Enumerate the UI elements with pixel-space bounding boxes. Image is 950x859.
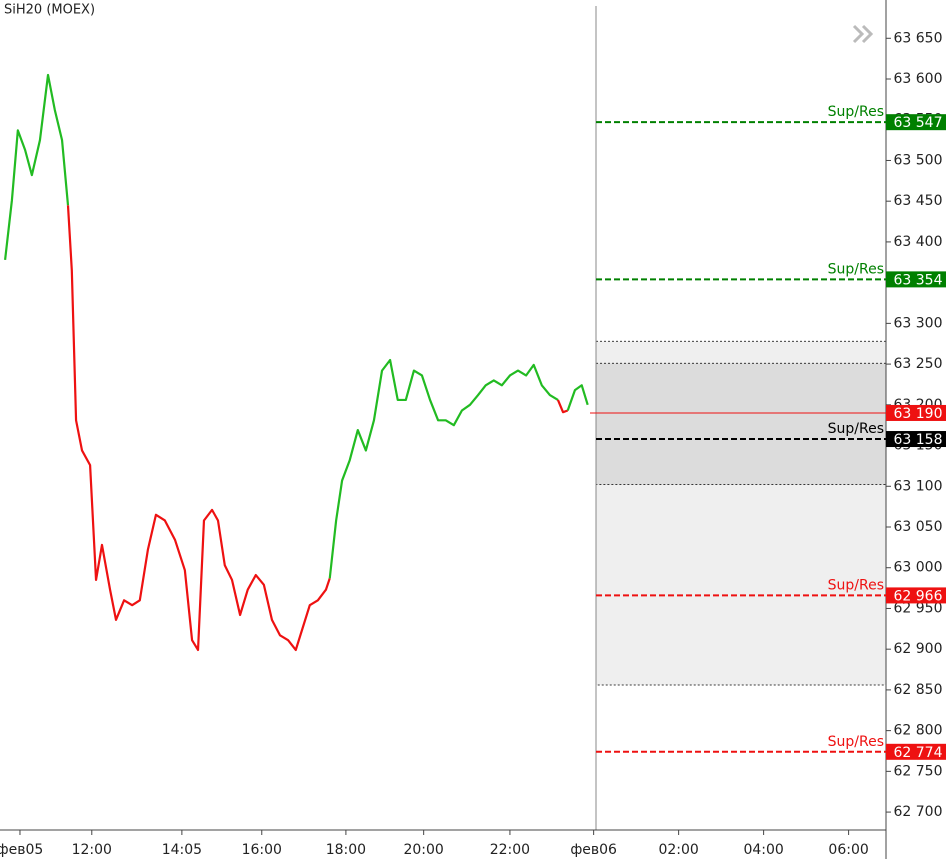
- price-tag-label: 63 547: [894, 115, 943, 131]
- x-tick-label: 18:00: [326, 842, 366, 858]
- y-tick-label: 62 850: [894, 682, 943, 698]
- zones: [595, 340, 887, 686]
- y-tick-label: 62 950: [894, 600, 943, 616]
- price-line: [556, 399, 569, 414]
- x-tick-label: 06:00: [828, 842, 868, 858]
- price-tag: [886, 431, 946, 448]
- x-tick-label: 20:00: [403, 842, 443, 858]
- y-tick-label: 63 300: [894, 315, 943, 331]
- level-label: Sup/Res: [828, 734, 884, 750]
- y-tick-label: 63 000: [894, 560, 943, 576]
- price-tag: [886, 587, 946, 604]
- scroll-icon[interactable]: [852, 24, 874, 44]
- price-line: [566, 384, 589, 411]
- price-tag-label: 63 354: [894, 272, 943, 288]
- level-label: Sup/Res: [828, 421, 884, 437]
- y-tick-label: 63 100: [894, 478, 943, 494]
- x-tick-label: 02:00: [658, 842, 698, 858]
- price-tag-label: 63 158: [894, 432, 943, 448]
- y-tick-label: 63 400: [894, 234, 943, 250]
- y-tick-label: 62 700: [894, 804, 943, 820]
- x-tick-label: 12:00: [72, 842, 112, 858]
- price-tag-label: 63 190: [894, 406, 943, 422]
- y-tick-label: 63 450: [894, 193, 943, 209]
- price-tag: [886, 743, 946, 760]
- chart-title: SiH20 (MOEX): [4, 3, 95, 18]
- y-tick-label: 62 800: [894, 723, 943, 739]
- x-tick-label: фев06: [570, 842, 617, 858]
- price-tag: [886, 114, 946, 131]
- zone: [595, 362, 887, 486]
- x-tick-label: 16:00: [242, 842, 282, 858]
- y-tick-label: 62 750: [894, 763, 943, 779]
- x-tick-label: 22:00: [490, 842, 530, 858]
- price-tag-label: 62 966: [894, 588, 943, 604]
- price-tag-label: 62 774: [894, 745, 943, 761]
- y-tick-label: 63 500: [894, 152, 943, 168]
- x-tick-label: фев05: [0, 842, 43, 858]
- y-tick-label: 63 600: [894, 71, 943, 87]
- price-line: [328, 358, 559, 579]
- price-tag: [886, 271, 946, 288]
- y-tick-label: 63 050: [894, 519, 943, 535]
- y-tick-label: 63 650: [894, 30, 943, 46]
- level-label: Sup/Res: [828, 261, 884, 277]
- y-tick-label: 62 900: [894, 641, 943, 657]
- x-tick-label: 04:00: [743, 842, 783, 858]
- price-line: [4, 73, 70, 260]
- y-tick-label: 63 250: [894, 356, 943, 372]
- x-tick-label: 14:05: [162, 842, 202, 858]
- level-label: Sup/Res: [828, 577, 884, 593]
- level-label: Sup/Res: [828, 104, 884, 120]
- price-line: [66, 205, 331, 652]
- price-tag: [886, 404, 946, 421]
